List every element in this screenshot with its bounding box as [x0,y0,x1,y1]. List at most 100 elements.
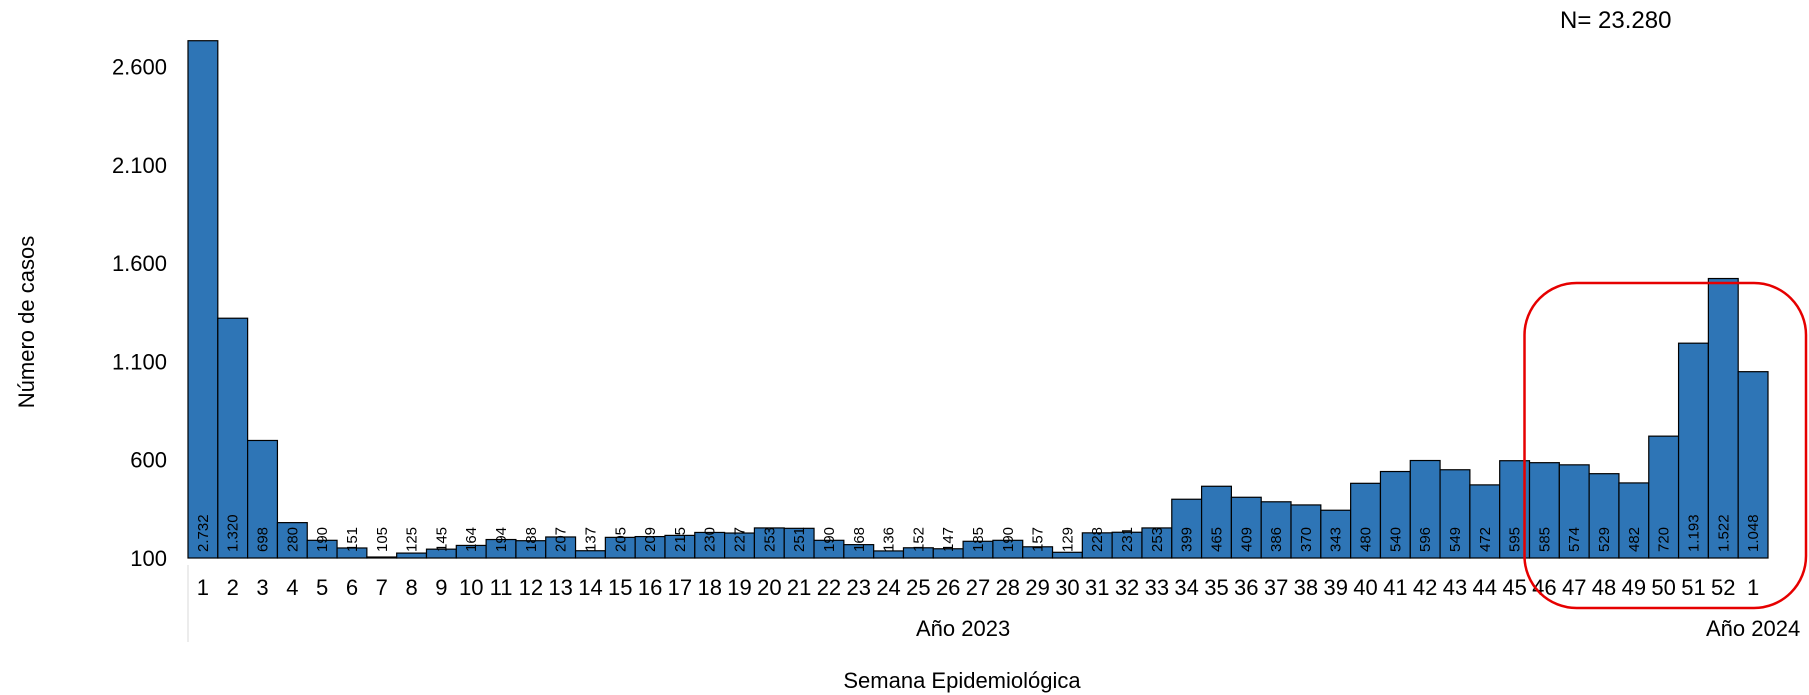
data-label: 125 [404,527,421,552]
x-tick-label: 9 [435,575,447,600]
data-labels: 2.732 1.320 698 280 190 151 105 125 145 164 194 188… [195,514,1762,552]
bar [1051,551,1083,559]
data-label: 1.320 [225,514,242,552]
data-label: 136 [881,527,898,552]
data-label: 1.048 [1745,514,1762,552]
bar [545,536,577,559]
data-label: 720 [1656,527,1673,552]
data-label: 253 [761,527,778,552]
data-label: 227 [732,527,749,552]
data-label: 409 [1238,527,1255,552]
x-tick-label: 37 [1264,575,1288,600]
bar [1439,469,1471,559]
bar [1171,498,1203,559]
highlight-rect [1523,281,1808,610]
x-tick-label: 8 [405,575,417,600]
year-groups: Año 2023 Año 2024 [187,565,1800,642]
data-label: 253 [1149,527,1166,552]
bar [1528,462,1560,559]
data-label: 209 [642,527,659,552]
x-tick-label: 45 [1502,575,1526,600]
bar [1350,482,1382,559]
data-label: 343 [1328,527,1345,552]
x-tick-label: 27 [966,575,990,600]
data-label: 399 [1179,527,1196,552]
bar [396,552,428,559]
data-label: 595 [1507,527,1524,552]
x-tick-label: 40 [1353,575,1377,600]
x-tick-label: 48 [1592,575,1616,600]
bar [1677,342,1709,559]
x-tick-label: 21 [787,575,811,600]
data-label: 151 [344,527,361,552]
x-tick-label: 47 [1562,575,1586,600]
x-tick-label: 23 [847,575,871,600]
x-tick-label: 24 [876,575,900,600]
bar-series [187,40,1769,559]
x-tick-label: 26 [936,575,960,600]
x-axis-ticks: 1 2 3 4 5 6 7 8 9 10 11 12 13 14 15 16 17 18 19 20 21 22 23 24 2… [197,575,1759,600]
bar [753,527,785,559]
data-label: 549 [1447,527,1464,552]
data-label: 251 [791,527,808,552]
bar [187,40,219,559]
data-label: 152 [910,527,927,552]
bar [1618,482,1650,559]
x-tick-label: 7 [376,575,388,600]
data-label: 698 [255,527,272,552]
data-label: 185 [970,527,987,552]
y-tick-label: 1.600 [112,251,167,276]
y-tick-label: 100 [130,546,167,571]
data-label: 137 [582,527,599,552]
x-tick-label: 4 [286,575,298,600]
bar [1379,470,1411,559]
data-label: 207 [553,527,570,552]
x-tick-label: 11 [490,575,513,600]
bar [694,531,726,559]
x-tick-label: 33 [1145,575,1169,600]
year-group-label: Año 2023 [916,616,1010,641]
x-tick-label: 16 [638,575,662,600]
y-axis-title: Número de casos [14,236,39,408]
x-tick-label: 34 [1174,575,1198,600]
data-label: 231 [1119,527,1136,552]
y-axis-ticks: 100 600 1.100 1.600 2.100 2.600 [112,55,167,571]
x-tick-label: 25 [906,575,930,600]
data-label: 157 [1030,527,1047,552]
data-label: 2.732 [195,514,212,552]
bar [1558,464,1590,559]
y-tick-label: 600 [130,448,167,473]
data-label: 190 [821,527,838,552]
data-label: 145 [433,527,450,552]
x-tick-label: 1 [1747,575,1759,600]
bar [1260,501,1292,559]
x-tick-label: 42 [1413,575,1437,600]
y-tick-label: 2.600 [112,55,167,80]
x-tick-label: 17 [668,575,692,600]
x-tick-label: 6 [346,575,358,600]
y-tick-label: 1.100 [112,349,167,374]
x-tick-label: 3 [256,575,268,600]
bar [1111,531,1143,559]
bar [724,532,756,559]
data-label: 585 [1536,527,1553,552]
bar [1320,509,1352,559]
x-tick-label: 32 [1115,575,1139,600]
x-tick-label: 5 [316,575,328,600]
data-label: 1.522 [1715,514,1732,552]
x-axis-title: Semana Epidemiológica [843,668,1081,693]
data-label: 482 [1626,527,1643,552]
data-label: 129 [1059,527,1076,552]
x-tick-label: 2 [227,575,239,600]
data-label: 370 [1298,527,1315,552]
x-tick-label: 10 [459,575,483,600]
x-tick-label: 12 [519,575,543,600]
data-label: 168 [851,527,868,552]
data-label: 386 [1268,527,1285,552]
x-tick-label: 19 [727,575,751,600]
data-label: 529 [1596,527,1613,552]
x-tick-label: 14 [578,575,602,600]
data-label: 228 [1089,527,1106,552]
bar [276,522,308,559]
bar [1200,485,1232,559]
